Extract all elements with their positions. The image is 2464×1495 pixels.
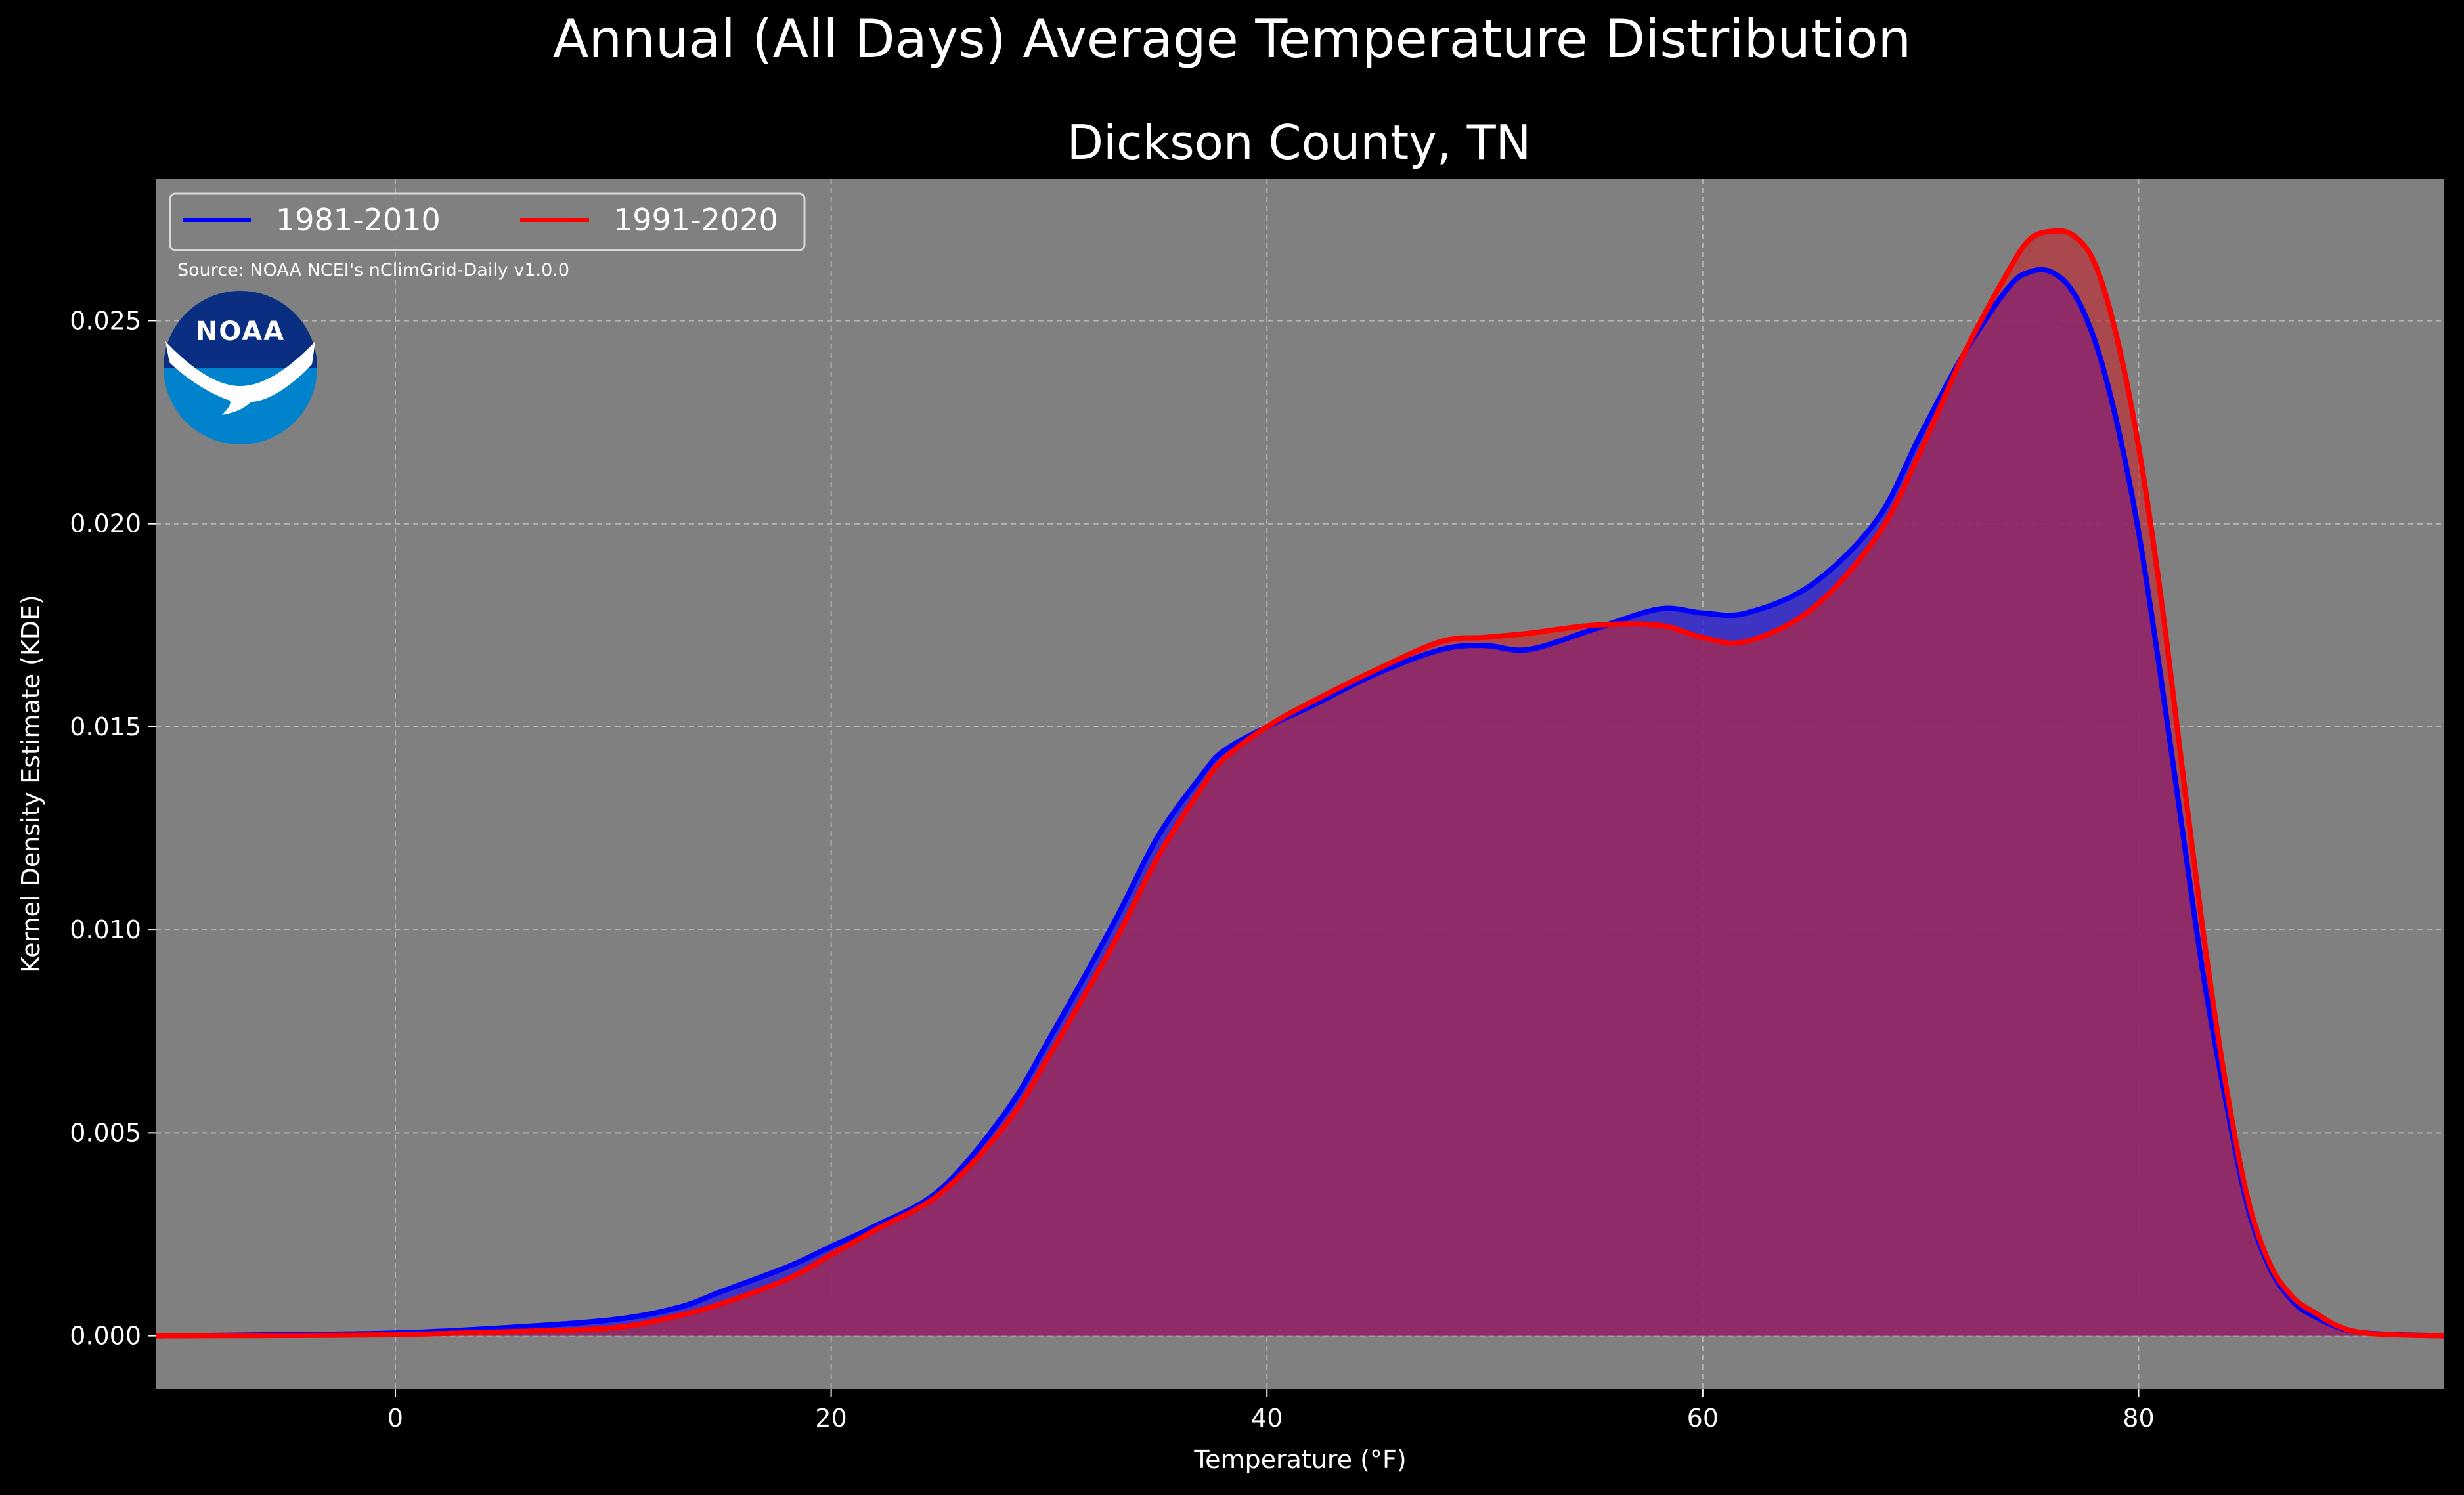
x-tick-label: 60 xyxy=(1687,1404,1719,1433)
y-axis-label: Kernel Density Estimate (KDE) xyxy=(16,595,45,973)
x-tick-label: 20 xyxy=(815,1404,847,1433)
y-tick-label: 0.010 xyxy=(70,915,141,944)
series-lines xyxy=(155,228,2444,1339)
legend: 1981-2010 1991-2020 xyxy=(169,192,806,251)
series-line-1981-2010 xyxy=(155,267,2444,1339)
y-tick-label: 0.015 xyxy=(70,712,141,741)
y-tick-label: 0.005 xyxy=(70,1118,141,1147)
legend-box xyxy=(169,192,806,251)
chart-title: Annual (All Days) Average Temperature Di… xyxy=(553,9,1911,70)
x-axis-ticks: 0 20 40 60 80 xyxy=(387,1389,2155,1433)
series-areas xyxy=(156,230,2444,1336)
y-tick-label: 0.000 xyxy=(70,1322,141,1351)
x-tick-label: 0 xyxy=(387,1404,403,1433)
legend-label-1991-2020: 1991-2020 xyxy=(613,202,778,238)
y-tick-label: 0.025 xyxy=(70,306,141,335)
legend-label-1981-2010: 1981-2010 xyxy=(276,202,441,238)
noaa-logo-text: NOAA xyxy=(196,316,285,347)
noaa-logo: NOAA xyxy=(164,291,317,444)
x-tick-label: 80 xyxy=(2123,1404,2154,1433)
series-line-1991-2020 xyxy=(155,228,2444,1339)
x-axis-label: Temperature (°F) xyxy=(1193,1445,1406,1474)
y-tick-label: 0.020 xyxy=(70,509,141,538)
y-axis-ticks: 0.000 0.005 0.010 0.015 0.020 0.025 xyxy=(70,306,156,1351)
chart-subtitle: Dickson County, TN xyxy=(1067,115,1531,170)
source-note: Source: NOAA NCEI's nClimGrid-Daily v1.0… xyxy=(177,260,569,280)
x-tick-label: 40 xyxy=(1251,1404,1283,1433)
area-fill-1991-2020 xyxy=(156,230,2444,1336)
